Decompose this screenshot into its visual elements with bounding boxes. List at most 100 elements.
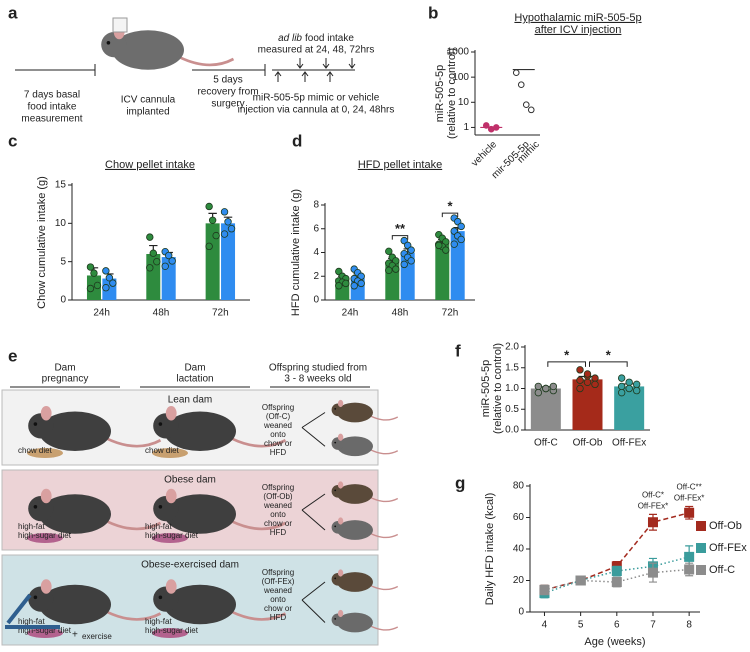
y-tick-label: 0.0 <box>505 425 519 436</box>
connector <box>301 509 326 531</box>
offspring-text: HFD <box>270 613 287 622</box>
panel-label: a <box>8 3 18 22</box>
offspring-text: chow or <box>264 519 292 528</box>
annotation: Off-C** <box>677 483 702 492</box>
y-tick-label: 6 <box>313 223 319 234</box>
mouse-body <box>164 494 236 534</box>
data-point <box>149 249 157 257</box>
mouse-ear <box>40 488 52 504</box>
offspring-text: onto <box>270 430 286 439</box>
sig-label: * <box>447 199 453 214</box>
chart-title: Chow pellet intake <box>105 159 195 171</box>
mouse-body <box>337 436 373 457</box>
y-axis-label: HFD cumulative intake (g) <box>290 189 302 316</box>
mouse-eye <box>334 525 337 528</box>
y-tick-label: 20 <box>513 575 525 586</box>
food <box>27 533 63 543</box>
x-tick-label: Off-Ob <box>573 438 603 449</box>
data-point <box>220 208 229 216</box>
x-tick-label: 72h <box>442 308 459 319</box>
mouse-body <box>39 584 111 625</box>
data-point <box>549 382 558 391</box>
diet-text: high-fat <box>145 522 172 531</box>
exercise-text: exercise <box>82 632 112 641</box>
y-tick-label: 60 <box>513 512 525 523</box>
mouse-body <box>112 30 184 70</box>
x-tick-label: vehicle <box>469 139 499 169</box>
data-point <box>342 279 350 288</box>
data-point <box>224 218 232 226</box>
data-point <box>161 262 169 270</box>
y-tick-label: 0 <box>518 607 524 618</box>
data-point <box>534 382 543 391</box>
data-point <box>442 246 450 254</box>
x-tick-label: 24h <box>93 308 110 319</box>
mouse-eye <box>334 577 337 580</box>
panel-label: g <box>455 473 465 492</box>
annotation: Off-FEx* <box>674 494 705 503</box>
data-point <box>457 222 465 231</box>
mouse-tail <box>370 496 399 503</box>
y-axis-label: (relative to control) <box>492 343 504 434</box>
data-point <box>407 246 415 254</box>
connector <box>301 427 326 447</box>
data-point <box>583 370 592 378</box>
phase-header: Offspring studied from <box>269 363 367 374</box>
mouse-ear <box>337 609 344 618</box>
x-tick-label: 7 <box>650 620 656 631</box>
mouse-ear <box>337 569 344 577</box>
chart-title: Hypothalamic miR-505-5p <box>514 12 641 24</box>
data-point <box>512 69 520 77</box>
bar <box>450 231 465 300</box>
mouse-icon <box>331 399 399 423</box>
data-point <box>632 380 641 389</box>
x-tick-label: 5 <box>578 620 584 631</box>
mouse-eye <box>158 505 163 509</box>
phase-header: Dam <box>184 363 205 374</box>
y-tick-label: 80 <box>513 481 525 492</box>
mouse-icon <box>28 406 162 452</box>
data-point <box>684 551 695 562</box>
data-point <box>534 388 543 397</box>
data-point <box>647 567 658 578</box>
legend-label: Off-FEx <box>709 542 747 554</box>
diet-text: high-fat <box>18 617 45 626</box>
mouse-tail <box>370 415 399 421</box>
y-tick-label: 0 <box>313 295 319 306</box>
sig-label: ** <box>395 221 406 236</box>
y-tick-label: 1 <box>463 122 469 133</box>
data-point <box>407 257 415 265</box>
mouse-body <box>337 484 373 504</box>
data-point <box>575 575 586 586</box>
data-point <box>220 230 229 238</box>
offspring-text: (Off-Ob) <box>263 492 293 501</box>
sig-bracket <box>547 361 586 367</box>
x-tick-label: 72h <box>212 308 229 319</box>
y-tick-label: 0 <box>60 295 66 306</box>
mouse-icon <box>331 481 399 504</box>
y-tick-label: 8 <box>313 200 319 211</box>
y-tick-label: 15 <box>55 180 67 191</box>
data-point <box>168 257 176 265</box>
y-tick-label: 40 <box>513 544 525 555</box>
mouse-tail <box>370 449 399 455</box>
connector <box>301 581 326 601</box>
y-axis-label: Daily HFD intake (kcal) <box>484 493 496 605</box>
mouse-ear <box>40 579 52 594</box>
food <box>152 533 188 543</box>
mouse-tail <box>105 519 162 531</box>
offspring-text: chow or <box>264 604 292 613</box>
diet-text: high-fat <box>145 617 172 626</box>
mouse-eye <box>158 595 163 600</box>
series-line <box>544 556 690 594</box>
bar <box>205 223 220 300</box>
mouse-tail <box>370 532 399 539</box>
data-point <box>146 264 154 272</box>
data-point <box>86 263 95 271</box>
mouse-icon <box>331 569 399 592</box>
mouse-tail <box>230 519 287 531</box>
mouse-ear <box>337 433 344 441</box>
x-tick-label: Off-FEx <box>612 438 646 449</box>
mouse-icon <box>153 488 287 534</box>
data-point <box>208 216 217 224</box>
